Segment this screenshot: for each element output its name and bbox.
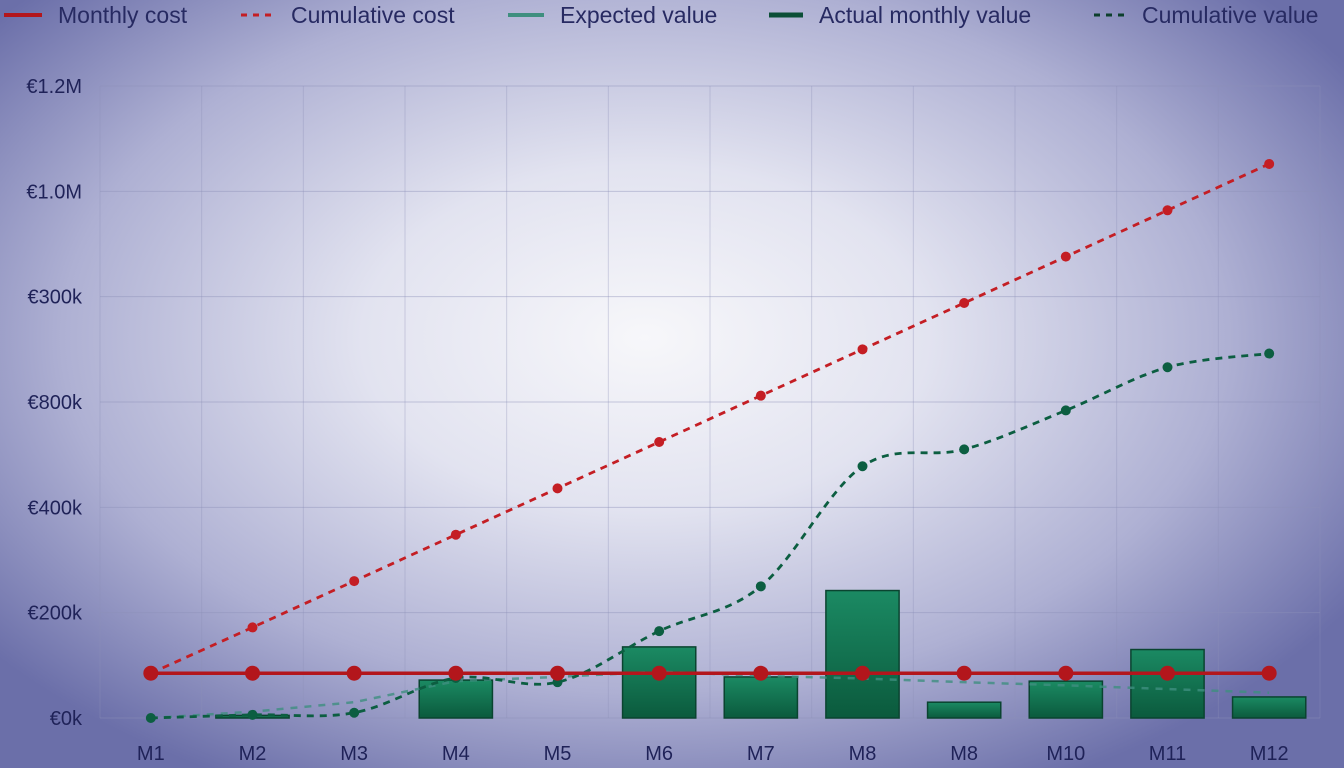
- y-tick-label: €300k: [28, 287, 83, 309]
- legend-label: Monthly cost: [58, 1, 188, 28]
- point-cumulative-value: [247, 709, 258, 720]
- point-monthly-cost: [448, 665, 464, 681]
- legend-label: Expected value: [560, 1, 718, 28]
- legend-item-actual-monthly-value[interactable]: Actual monthly value: [769, 0, 1031, 30]
- legend-swatch-solid-green: [769, 12, 803, 18]
- point-cumulative-cost: [1060, 251, 1071, 262]
- point-cumulative-cost: [755, 390, 766, 401]
- legend-label: Cumulative value: [1142, 1, 1319, 28]
- grid: [99, 85, 1321, 719]
- point-monthly-cost: [1160, 665, 1175, 681]
- point-monthly-cost: [956, 665, 972, 681]
- bars-actual-monthly-value: [215, 589, 1307, 719]
- x-tick-label: M6: [645, 743, 673, 765]
- bar-actual-monthly-value: [1231, 696, 1307, 719]
- x-tick-label: M8: [950, 743, 978, 765]
- point-monthly-cost: [143, 665, 159, 681]
- bar-actual-monthly-value: [825, 589, 900, 719]
- point-cumulative-cost: [959, 297, 970, 308]
- point-cumulative-value: [857, 461, 868, 472]
- y-tick-label: €800k: [28, 392, 83, 414]
- x-tick-label: M11: [1149, 743, 1186, 765]
- legend-item-cumulative-cost[interactable]: Cumulative cost: [241, 0, 455, 30]
- point-monthly-cost: [651, 665, 667, 681]
- legend-swatch-solid-teal: [508, 13, 544, 17]
- legend-swatch-dashed-red: [241, 13, 275, 17]
- y-tick-label: €1.2M: [26, 76, 82, 98]
- point-cumulative-value: [959, 444, 970, 455]
- point-cumulative-value: [1060, 405, 1071, 416]
- y-tick-label: €0k: [50, 708, 83, 730]
- point-cumulative-cost: [247, 622, 258, 633]
- bar-actual-monthly-value: [1130, 648, 1205, 719]
- point-monthly-cost: [1261, 665, 1277, 681]
- point-cumulative-value: [654, 626, 665, 637]
- legend-swatch-solid-red: [4, 13, 42, 17]
- y-tick-label: €400k: [28, 497, 83, 519]
- point-cumulative-cost: [450, 529, 461, 540]
- point-cumulative-cost: [1162, 205, 1173, 216]
- point-monthly-cost: [346, 665, 362, 681]
- point-cumulative-cost: [1264, 158, 1275, 169]
- y-tick-label: €200k: [28, 603, 83, 625]
- line-cumulative-cost: [150, 162, 1270, 675]
- x-tick-label: M8: [849, 743, 877, 765]
- point-monthly-cost: [550, 665, 565, 681]
- point-monthly-cost: [855, 665, 870, 681]
- x-tick-label: M2: [239, 743, 267, 765]
- x-tick-label: M1: [137, 743, 165, 765]
- point-cumulative-value: [1162, 362, 1173, 373]
- series-points: [143, 158, 1277, 723]
- y-tick-label: €1.0M: [26, 181, 82, 203]
- point-cumulative-value: [1264, 348, 1275, 359]
- x-tick-label: M7: [747, 743, 775, 765]
- x-tick-label: M5: [544, 743, 572, 765]
- legend-swatch-dashed-green: [1094, 13, 1126, 17]
- legend-label: Actual monthly value: [819, 1, 1032, 28]
- x-axis: M1 M2 M3 M4 M5 M6 M7 M8 M8 M10 M11 M12: [137, 743, 1289, 765]
- point-cumulative-value: [145, 713, 156, 723]
- legend-item-monthly-cost[interactable]: Monthly cost: [4, 0, 187, 30]
- bar-actual-monthly-value: [621, 646, 697, 719]
- point-monthly-cost: [753, 665, 769, 681]
- x-tick-label: M10: [1046, 743, 1085, 765]
- point-cumulative-cost: [552, 483, 563, 494]
- legend-item-cumulative-value[interactable]: Cumulative value: [1094, 0, 1318, 30]
- y-axis: €0k €200k €400k €800k €300k €1.0M €1.2M: [26, 76, 83, 730]
- x-tick-label: M3: [340, 743, 368, 765]
- x-tick-label: M4: [442, 743, 470, 765]
- point-monthly-cost: [245, 665, 260, 681]
- point-monthly-cost: [1058, 665, 1074, 681]
- legend-item-expected-value[interactable]: Expected value: [508, 0, 717, 30]
- bar-actual-monthly-value: [723, 676, 799, 719]
- x-tick-label: M12: [1250, 743, 1289, 765]
- line-cumulative-value: [150, 352, 1270, 720]
- point-cumulative-cost: [857, 344, 868, 355]
- point-cumulative-value: [755, 581, 766, 592]
- point-cumulative-value: [349, 707, 360, 718]
- point-cumulative-cost: [654, 437, 665, 448]
- series-lines: [150, 162, 1270, 720]
- legend: Monthly cost Cumulative cost Expected va…: [0, 0, 1344, 30]
- point-cumulative-cost: [349, 576, 360, 587]
- bar-actual-monthly-value: [926, 701, 1002, 719]
- legend-label: Cumulative cost: [291, 1, 455, 28]
